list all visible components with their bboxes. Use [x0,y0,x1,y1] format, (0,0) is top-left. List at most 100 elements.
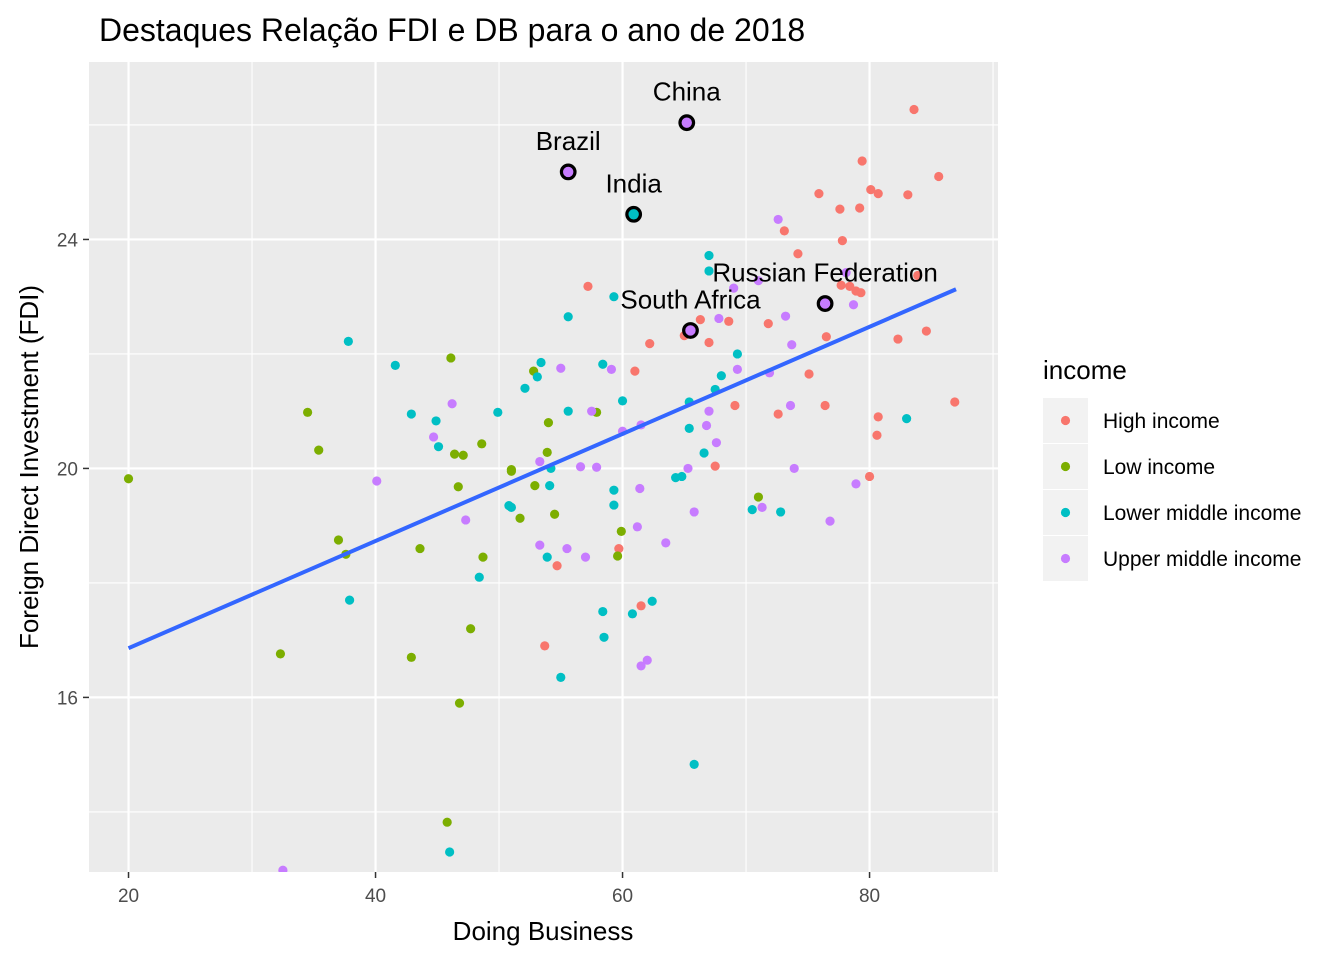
point-upper-middle-income [575,462,586,472]
point-low-income [415,543,425,554]
point-lower-middle-income [716,371,726,381]
highlight-point [682,322,699,339]
point-high-income [614,543,624,554]
point-lower-middle-income [433,442,444,452]
point-high-income [836,280,846,290]
point-upper-middle-income [592,462,602,472]
point-lower-middle-income [445,847,455,857]
point-lower-middle-income [609,500,619,510]
point-lower-middle-income [545,481,555,491]
point-upper-middle-income [780,311,791,321]
point-lower-middle-income [532,372,542,382]
highlight-point [625,205,643,223]
point-upper-middle-income [773,214,783,225]
point-high-income [856,288,866,298]
point-lower-middle-income [732,349,743,359]
point-high-income [695,314,705,325]
x-axis: 20 40 60 80 [118,872,880,907]
point-upper-middle-income [701,420,712,431]
point-upper-middle-income [632,522,642,532]
point-low-income [453,482,463,492]
point-upper-middle-income [278,865,288,872]
point-lower-middle-income [747,505,757,515]
x-tick-label: 80 [859,886,880,907]
point-high-income [636,601,646,611]
grid-minor [89,62,998,872]
point-upper-middle-income [447,399,457,409]
trend-line-group [127,287,957,651]
point-high-income [864,471,875,482]
point-low-income [406,652,416,662]
point-upper-middle-income [587,406,597,416]
highlight-point [678,114,696,132]
point-high-income [934,171,944,182]
point-upper-middle-income [556,363,566,373]
point-upper-middle-income [753,276,763,286]
point-upper-middle-income [711,438,722,448]
point-lower-middle-income [627,609,638,619]
point-lower-middle-income [647,596,657,606]
point-low-income [543,418,554,428]
legend-label: High income [1103,410,1220,433]
point-upper-middle-income [757,502,767,512]
legend-label: Lower middle income [1103,502,1301,525]
point-upper-middle-income [580,552,591,562]
point-high-income [704,337,714,348]
annotation-label: India [605,168,662,198]
point-upper-middle-income [372,476,382,486]
point-upper-middle-income [535,456,545,467]
point-upper-middle-income [825,516,835,526]
point-upper-middle-income [535,540,545,550]
point-lower-middle-income [536,357,546,368]
point-lower-middle-income [474,572,484,582]
point-upper-middle-income [787,340,797,350]
point-low-income [477,439,487,449]
y-tick-label: 20 [57,459,78,480]
point-lower-middle-income [902,414,912,424]
point-lower-middle-income [506,502,516,512]
point-lower-middle-income [677,471,687,482]
highlight-point [559,163,577,181]
annotation-label: China [653,77,721,107]
x-axis-title: Doing Business [453,916,634,946]
point-high-income [821,332,831,342]
point-upper-middle-income [704,406,714,416]
legend-swatch [1060,461,1071,472]
point-lower-middle-income [406,409,416,419]
point-upper-middle-income [841,268,851,278]
point-low-income [333,535,344,545]
chart-title: Destaques Relação FDI e DB para o ano de… [99,12,805,48]
point-upper-middle-income [636,661,646,671]
point-high-income [773,409,783,419]
legend-label: Upper middle income [1103,548,1301,571]
point-high-income [779,226,789,236]
point-lower-middle-income [431,416,441,426]
point-upper-middle-income [689,507,699,517]
point-high-income [730,400,740,411]
point-high-income [540,641,550,651]
point-lower-middle-income [344,595,355,605]
point-high-income [630,366,640,376]
point-high-income [724,316,734,326]
point-low-income [458,450,468,460]
point-high-income [645,339,655,349]
point-low-income [314,445,324,455]
point-lower-middle-income [598,606,608,617]
x-tick-label: 40 [365,886,386,907]
point-upper-middle-income [714,313,724,324]
legend-swatch [1060,415,1071,426]
point-lower-middle-income [689,759,699,769]
point-low-income [449,449,460,459]
point-low-income [478,552,488,562]
point-high-income [804,369,814,379]
point-lower-middle-income [542,552,552,562]
annotation-label: South Africa [620,284,761,314]
point-low-income [454,698,465,708]
point-high-income [583,281,593,291]
point-low-income [530,481,540,491]
point-low-income [275,649,286,659]
trend-line [127,287,957,651]
point-upper-middle-income [428,432,439,442]
